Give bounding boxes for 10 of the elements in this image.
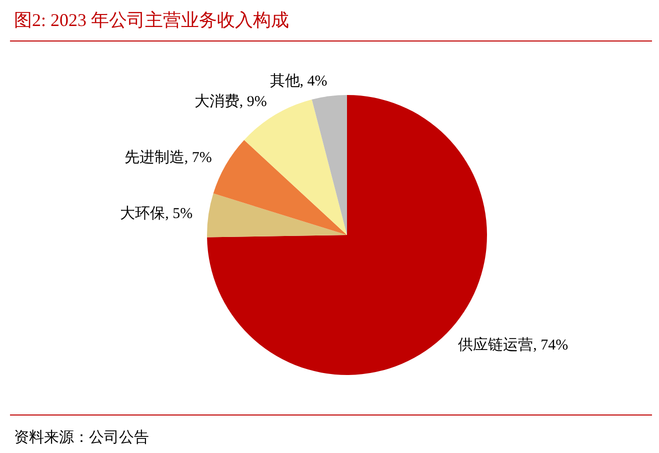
pie-slice bbox=[213, 140, 347, 235]
slice-label: 其他, 4% bbox=[270, 72, 328, 90]
slice-label: 大消费, 9% bbox=[194, 93, 267, 110]
pie-slice bbox=[312, 95, 347, 235]
text: 资料来源：公司公告 bbox=[14, 429, 149, 446]
pie-slice bbox=[207, 193, 347, 238]
chart-title: 图2: 2023 年公司主营业务收入构成 bbox=[14, 10, 290, 30]
slice-label: 供应链运营, 74% bbox=[458, 336, 568, 354]
slice-label: 大环保, 5% bbox=[120, 204, 193, 222]
slice-label: 先进制造, 7% bbox=[124, 149, 212, 166]
